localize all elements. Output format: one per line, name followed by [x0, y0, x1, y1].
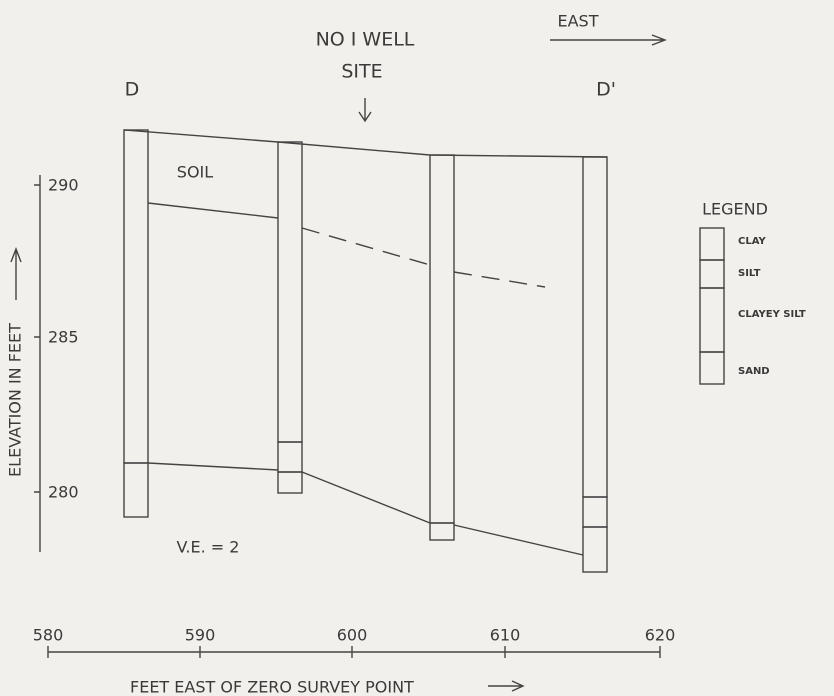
legend-item: CLAY — [738, 236, 766, 247]
x-tick-label: 590 — [185, 626, 216, 645]
arrow — [11, 249, 21, 300]
x-tick-label: 600 — [337, 626, 368, 645]
y-axis — [34, 175, 40, 552]
boreholes — [124, 130, 607, 572]
section-label: D' — [596, 79, 616, 101]
soil-label: SOIL — [177, 163, 213, 182]
well-site: NO I WELL — [316, 29, 415, 51]
section-label: D — [125, 79, 140, 101]
legend-item: CLAYEY SILT — [738, 309, 806, 320]
direction: EAST — [558, 12, 599, 31]
legend-item: SILT — [738, 268, 761, 279]
x-tick-label: 620 — [645, 626, 676, 645]
x-tick-label: 580 — [33, 626, 64, 645]
x-tick-label: 610 — [490, 626, 521, 645]
legend-item: SAND — [738, 366, 770, 377]
x-axis-title: FEET EAST OF ZERO SURVEY POINT — [130, 678, 414, 696]
y-tick-label: 290 — [48, 176, 79, 195]
arrow — [488, 681, 523, 691]
arrow — [550, 35, 665, 45]
well-site: SITE — [341, 61, 382, 83]
arrow — [359, 98, 371, 121]
y-axis-title: ELEVATION IN FEET — [6, 323, 25, 477]
vertical-exaggeration: V.E. = 2 — [177, 538, 240, 557]
correlation-lines — [124, 130, 607, 555]
x-axis — [48, 646, 660, 658]
cross-section: NO I WELL SITE EAST D D' SOIL V.E. = 2 2… — [0, 0, 834, 696]
y-tick-label: 285 — [48, 328, 79, 347]
y-tick-label: 280 — [48, 483, 79, 502]
legend-swatches — [700, 228, 724, 384]
legend-title: LEGEND — [702, 200, 768, 219]
